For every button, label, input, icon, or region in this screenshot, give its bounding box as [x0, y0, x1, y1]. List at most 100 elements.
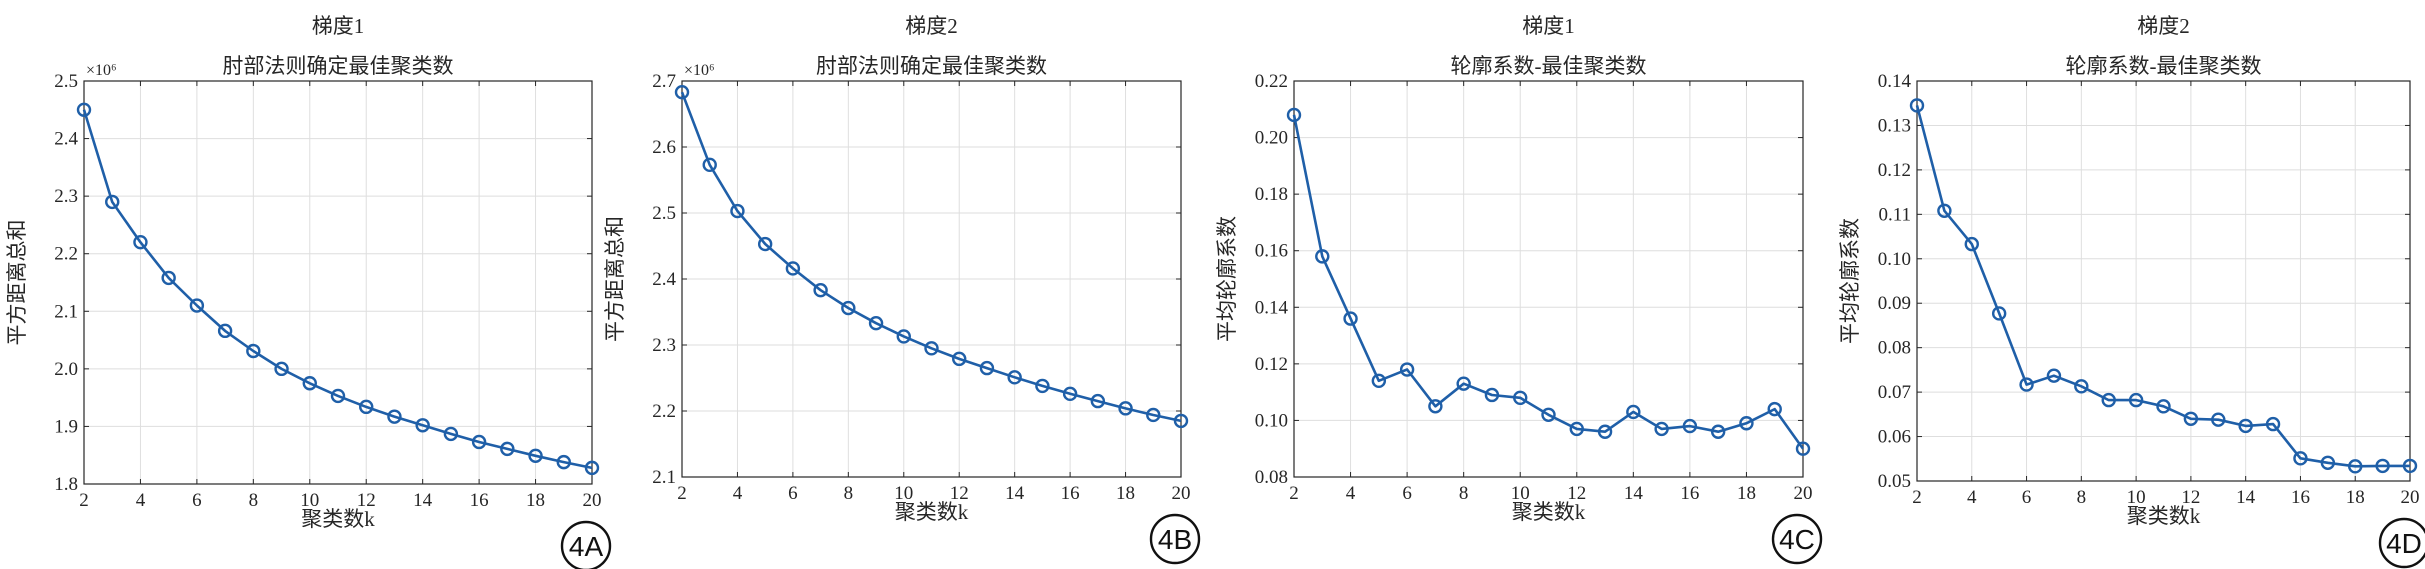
x-tick-label: 4	[733, 483, 743, 504]
data-point	[2293, 451, 2308, 466]
data-point	[2320, 455, 2336, 470]
data-point	[161, 270, 176, 286]
chart-title: 肘部法则确定最佳聚类数	[816, 54, 1047, 78]
x-tick-label: 4	[1346, 483, 1356, 504]
y-axis-label: 平均轮廓系数	[1838, 218, 1862, 344]
data-point	[1654, 421, 1669, 437]
data-point	[2128, 392, 2144, 408]
data-point	[217, 323, 233, 339]
series-line	[82, 109, 593, 470]
data-point	[2211, 412, 2226, 427]
chart-panel-4d: 2 4 6 8 10 12 14 16 18 20 0.05 0.06 0.07 0.08 0.09 0.10…	[1838, 14, 2425, 569]
data-point	[584, 460, 600, 476]
x-tick-label: 8	[2077, 487, 2087, 508]
y-tick-label: 0.10	[1255, 410, 1288, 431]
panel-label-circle	[2378, 517, 2425, 569]
series-line	[680, 91, 1182, 423]
data-point	[1315, 249, 1330, 264]
data-point	[924, 341, 939, 356]
axes-box	[1293, 80, 1804, 478]
data-point	[2183, 411, 2199, 426]
data-point	[2046, 368, 2062, 383]
panel-label: 4B	[1158, 524, 1192, 555]
x-tick-label: 10	[894, 483, 913, 504]
data-point	[1399, 362, 1415, 377]
data-point	[2348, 459, 2363, 474]
x-tick-label: 2	[1912, 487, 1922, 508]
data-point	[785, 261, 801, 276]
x-tick-label: 18	[526, 490, 545, 511]
x-tick-label: 8	[1459, 483, 1469, 504]
series-line	[1292, 114, 1805, 450]
data-point	[105, 194, 120, 210]
x-tick-label: 14	[413, 490, 433, 511]
chart-suptitle: 梯度2	[2137, 14, 2190, 38]
x-tick-label: 12	[1567, 483, 1586, 504]
data-point	[2238, 418, 2253, 434]
y-tick-label: 0.14	[1878, 71, 1912, 92]
data-point	[979, 360, 995, 376]
data-point	[443, 426, 459, 442]
y-tick-label: 0.06	[1878, 427, 1911, 448]
x-tick-label: 14	[2236, 487, 2256, 508]
data-point	[1739, 416, 1754, 431]
x-tick-label: 8	[249, 490, 259, 511]
y-tick-label: 0.14	[1255, 297, 1289, 318]
data-point	[1173, 413, 1189, 429]
y-tick-label: 0.22	[1255, 71, 1288, 92]
x-tick-label: 12	[2181, 487, 2200, 508]
y-tick-label: 0.18	[1255, 184, 1288, 205]
x-tick-label: 16	[1680, 483, 1699, 504]
data-point	[2156, 399, 2171, 414]
axes-box	[1916, 80, 2411, 482]
data-point	[302, 376, 317, 391]
y-tick-label: 2.2	[54, 244, 78, 265]
x-tick-label: 20	[2401, 487, 2420, 508]
x-tick-label: 16	[2291, 487, 2310, 508]
data-point	[1682, 418, 1698, 434]
data-point	[813, 283, 828, 298]
x-tick-label: 16	[1061, 483, 1080, 504]
data-point	[76, 102, 92, 117]
data-point	[1626, 404, 1641, 420]
y-tick-label: 2.5	[652, 203, 676, 224]
data-point	[2019, 377, 2034, 392]
x-tick-label: 2	[1289, 483, 1299, 504]
data-point	[359, 399, 374, 415]
data-point	[1484, 387, 1500, 403]
data-point	[246, 343, 261, 359]
data-point	[330, 388, 346, 404]
y-tick-label: 0.07	[1878, 382, 1911, 403]
data-point	[1991, 306, 2007, 321]
chart-panel-4a: 2 4 6 8 10 12 14 16 18 20 1.8 1.9 2.0 2.1 2.2 2.3 2.4 2.5…	[5, 14, 612, 569]
x-tick-label: 2	[79, 490, 89, 511]
x-tick-label: 6	[2022, 487, 2032, 508]
data-point	[1062, 386, 1078, 402]
x-tick-label: 18	[2346, 487, 2365, 508]
y-tick-label: 2.1	[54, 301, 78, 322]
x-axis-label: 聚类数k	[2127, 504, 2201, 528]
panel-label-circle	[1149, 513, 1201, 565]
data-point	[387, 409, 402, 424]
data-point	[1118, 401, 1133, 416]
data-point	[1909, 98, 1925, 113]
series-line	[1915, 105, 2410, 468]
panel-label: 4A	[569, 531, 604, 562]
x-tick-label: 14	[1005, 483, 1025, 504]
y-axis-label: 平方距离总和	[5, 220, 29, 346]
panel-label: 4C	[1779, 524, 1815, 555]
x-tick-label: 12	[357, 490, 376, 511]
y-tick-label: 0.08	[1255, 467, 1288, 488]
data-point	[471, 434, 487, 450]
data-point	[1090, 393, 1106, 409]
x-tick-label: 4	[136, 490, 146, 511]
data-point	[1035, 378, 1050, 394]
y-tick-label: 0.13	[1878, 115, 1911, 136]
x-tick-label: 20	[1172, 483, 1191, 504]
x-tick-label: 6	[788, 483, 798, 504]
y-tick-label: 2.5	[54, 71, 78, 92]
data-point	[702, 157, 717, 173]
x-tick-label: 2	[677, 483, 687, 504]
y-axis-label: 平方距离总和	[603, 216, 627, 342]
data-point	[1371, 373, 1387, 389]
